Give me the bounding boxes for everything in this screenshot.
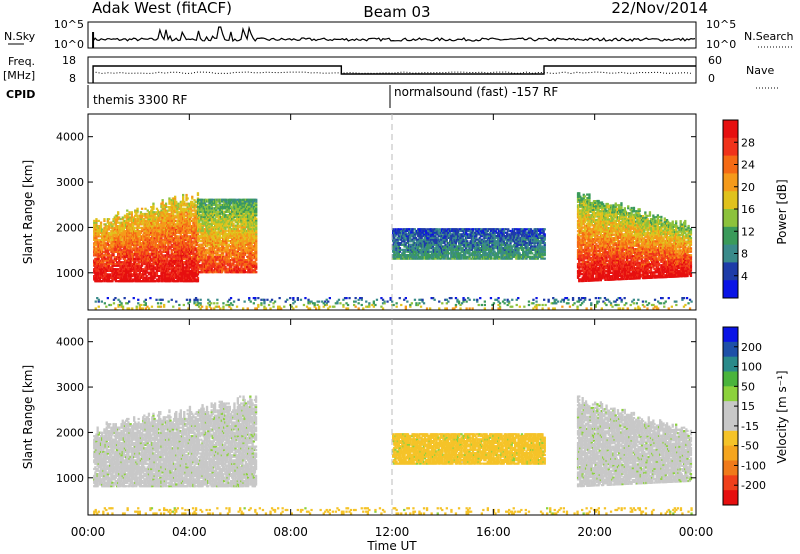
freq-trace [93, 66, 696, 83]
power-cell [399, 247, 401, 249]
noise-tick-bottom-left: 10^0 [54, 38, 84, 51]
cpid-row: CPID themis 3300 RF normalsound (fast) -… [6, 85, 558, 108]
power-cell [109, 273, 111, 275]
power-cell [136, 208, 138, 210]
power-cell [255, 271, 257, 273]
power-cell [100, 222, 102, 224]
power-cell [168, 197, 170, 199]
power-cell [152, 203, 154, 205]
freq-label-2: [MHz] [3, 69, 35, 82]
date-title: 22/Nov/2014 [611, 0, 708, 17]
cpid-label: CPID [6, 88, 35, 101]
nsky-label: N.Sky [4, 30, 36, 43]
power-cell [182, 194, 184, 196]
power-cell [98, 220, 100, 222]
nave-tick-bottom: 0 [708, 72, 715, 85]
power-cell [197, 192, 199, 194]
power-cell [183, 201, 185, 203]
power-cell [150, 263, 152, 265]
power-cell [255, 263, 257, 265]
nave-tick-top: 60 [708, 54, 722, 67]
power-cell [174, 196, 176, 198]
power-cell [187, 197, 189, 199]
power-cell [191, 210, 193, 212]
power-cell [225, 230, 227, 232]
power-cell [203, 247, 205, 249]
freq-panel: Freq. [MHz] 18 8 60 0 Nave [3, 54, 780, 88]
power-cell [216, 204, 218, 206]
power-cell [197, 277, 199, 279]
power-cell [168, 213, 170, 215]
nave-trace [96, 72, 691, 74]
noise-trace [93, 27, 695, 48]
freq-tick-bottom: 8 [69, 72, 76, 85]
power-cell [136, 215, 138, 217]
power-cell [185, 194, 187, 196]
power-cell [255, 218, 257, 220]
noise-tick-bottom-right: 10^0 [706, 38, 736, 51]
noise-line [93, 27, 695, 41]
power-cell [103, 218, 105, 220]
power-cell [144, 208, 146, 210]
power-cell [133, 227, 135, 229]
power-cell [97, 239, 99, 241]
power-cell [95, 218, 97, 220]
beam-title: Beam 03 [363, 3, 430, 21]
power-cell [108, 222, 110, 224]
power-cell [131, 211, 133, 213]
radar-summary-plot: Adak West (fitACF) Beam 03 22/Nov/2014 N… [0, 0, 800, 554]
freq-tick-top: 18 [62, 54, 76, 67]
power-cell [175, 201, 177, 203]
power-cell [122, 216, 124, 218]
power-cell [177, 235, 179, 237]
power-cell [162, 199, 164, 201]
power-cell [394, 228, 396, 230]
power-cell [255, 199, 257, 201]
noise-tick-top-right: 10^5 [706, 18, 736, 31]
station-title: Adak West (fitACF) [92, 0, 232, 17]
power-cell [93, 220, 95, 222]
power-cell [139, 227, 141, 229]
power-cell [134, 218, 136, 220]
power-cell [141, 213, 143, 215]
power-cell [232, 223, 234, 225]
cpid-segment-1: themis 3300 RF [93, 93, 187, 107]
noise-tick-top-left: 10^5 [54, 18, 84, 31]
power-data [93, 192, 693, 309]
power-cell [124, 215, 126, 217]
cpid-segment-2: normalsound (fast) -157 RF [394, 85, 558, 99]
power-cell [165, 203, 167, 205]
freq-label-1: Freq. [8, 55, 35, 68]
power-cell [117, 211, 119, 213]
power-cell [99, 235, 101, 237]
power-cell [108, 218, 110, 220]
nsearch-label: N.Search [744, 30, 794, 43]
nave-label: Nave [746, 64, 774, 77]
power-cell [398, 242, 400, 244]
power-cell [141, 208, 143, 210]
power-cell [119, 218, 121, 220]
power-cell [126, 210, 128, 212]
power-cell [105, 223, 107, 225]
power-cell [225, 199, 227, 201]
noise-panel: N.Sky 10^5 10^0 10^5 10^0 N.Search [4, 18, 794, 51]
power-cell [146, 275, 148, 277]
power-cell [191, 196, 193, 198]
power-cell [128, 211, 130, 213]
power-cell [114, 256, 116, 258]
